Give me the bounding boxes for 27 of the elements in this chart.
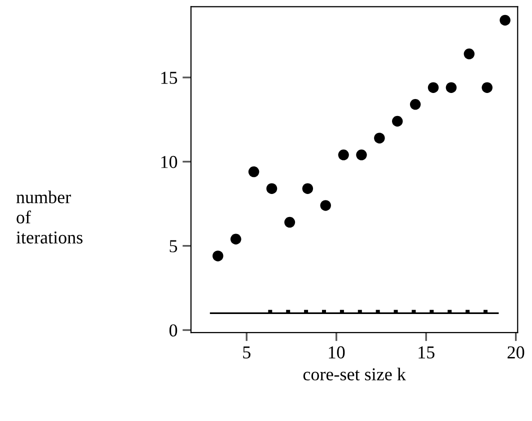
x-tick-label: 15 bbox=[418, 346, 434, 358]
y-tick-label: 15 bbox=[161, 72, 178, 84]
point bbox=[338, 150, 349, 160]
x-tick-label: 5 bbox=[243, 346, 250, 358]
point bbox=[230, 234, 242, 245]
x-tick-label: 10 bbox=[328, 346, 345, 358]
point bbox=[374, 132, 385, 144]
point bbox=[302, 183, 314, 194]
point bbox=[320, 200, 331, 211]
point bbox=[410, 99, 421, 110]
x-axis-title: core-set size k bbox=[303, 368, 406, 380]
point bbox=[248, 166, 260, 178]
point bbox=[446, 82, 457, 93]
y-axis-title: number of iterations bbox=[16, 190, 82, 244]
y-tick-label: 10 bbox=[161, 156, 178, 168]
point bbox=[284, 216, 296, 228]
point bbox=[266, 183, 278, 194]
x-tick-label: 20 bbox=[508, 346, 524, 358]
point bbox=[500, 14, 510, 26]
y-tick-label: 0 bbox=[169, 324, 178, 337]
point bbox=[428, 82, 439, 93]
y-tick-label: 5 bbox=[170, 240, 178, 252]
point bbox=[356, 150, 367, 160]
point bbox=[464, 48, 475, 60]
point bbox=[482, 82, 493, 93]
point bbox=[392, 116, 403, 127]
point bbox=[212, 250, 224, 262]
